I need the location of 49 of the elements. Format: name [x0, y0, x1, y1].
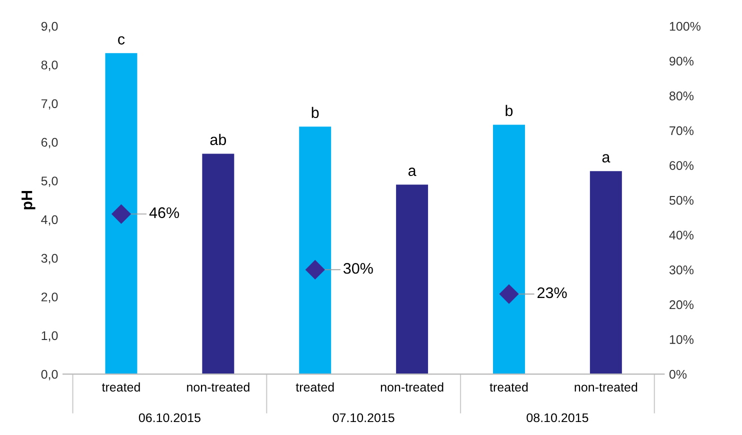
x-tick-label: treated [490, 382, 528, 392]
y2-tick-label: 80% [669, 92, 694, 100]
point [112, 204, 131, 224]
y-tick-label: 4,0 [41, 215, 58, 226]
bar [492, 124, 525, 374]
data-label: c [118, 36, 125, 45]
bar [105, 53, 138, 374]
y-axis-title: pH [22, 190, 36, 210]
x-tick-label: non-treated [380, 382, 444, 392]
y-tick-label: 6,0 [41, 138, 58, 148]
y-tick-label: 2,0 [41, 292, 58, 303]
x-tick-label: treated [102, 382, 140, 392]
y2-tick-label: 60% [670, 161, 694, 170]
y2-tick-label: 0% [669, 370, 687, 379]
data-label: 23% [538, 287, 567, 298]
text: 07.10.2015 [332, 413, 394, 422]
data-label: ab [210, 134, 226, 146]
y-tick-label: 7,0 [41, 99, 58, 110]
x-tick-label: non-treated [187, 382, 250, 392]
point [499, 284, 519, 304]
x-tick-label: non-treated [574, 382, 638, 392]
y2-tick-label: 70% [670, 126, 694, 136]
y2-tick-label: 10% [670, 335, 694, 344]
y2-tick-label: 20% [670, 300, 694, 310]
bar [590, 171, 622, 374]
point [306, 260, 325, 280]
y2-tick-label: 50% [669, 196, 694, 205]
y-tick-label: 5,0 [41, 176, 58, 187]
y2-tick-label: 100% [670, 22, 700, 31]
bar [202, 154, 234, 374]
y-tick-label: 3,0 [41, 254, 58, 264]
data-label: b [506, 104, 513, 116]
bar [396, 184, 428, 374]
text: 06.10.2015 [138, 413, 200, 422]
y2-tick-label: 90% [670, 56, 694, 66]
x-tick-label: treated [296, 382, 334, 392]
text: 08.10.2015 [526, 413, 588, 422]
data-label: a [408, 168, 416, 176]
y-tick-label: 0,0 [41, 370, 58, 380]
y-tick-label: 8,0 [41, 60, 58, 71]
y2-tick-label: 30% [669, 266, 694, 274]
y-tick-label: 9,0 [41, 22, 58, 32]
y2-tick-label: 40% [669, 230, 694, 240]
data-label: a [602, 154, 610, 163]
y-tick-label: 1,0 [42, 331, 58, 342]
data-label: 46% [149, 207, 180, 218]
data-label: 30% [343, 262, 373, 274]
bar [299, 126, 332, 374]
data-label: b [312, 106, 319, 118]
